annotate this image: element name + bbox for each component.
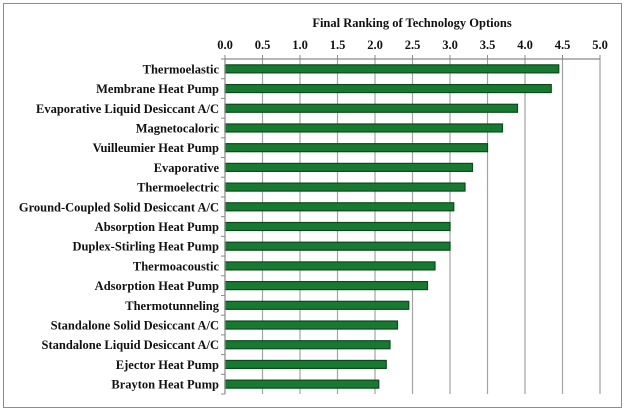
gridlines [261,59,601,394]
bar [224,83,552,94]
bar [224,221,451,232]
x-tick-label: 0.0 [217,38,233,52]
y-category-label: Thermoelectric [137,181,219,195]
y-category-label: Membrane Heat Pump [96,82,219,96]
x-tick-label: 4.5 [555,38,571,52]
bar [224,359,387,370]
y-category-label: Duplex-Stirling Heat Pump [72,240,219,254]
bar [224,379,380,389]
y-category-label: Evaporative [154,161,220,175]
x-tick-label: 3.0 [442,38,458,52]
bar [224,103,519,113]
bars [224,64,560,389]
bar [224,202,455,212]
y-category-label: Standalone Solid Desiccant A/C [51,319,219,333]
x-tick-label: 1.0 [292,38,308,52]
bar [224,261,436,271]
axes [221,58,600,395]
x-tick-label: 3.5 [480,38,496,52]
chart-title: Final Ranking of Technology Options [312,16,512,30]
bar [224,182,466,192]
bar [224,281,429,291]
x-tick-label: 4.0 [517,38,533,52]
x-tick-label: 2.5 [405,38,421,52]
y-category-label: Standalone Liquid Desiccant A/C [42,338,219,352]
y-category-label: Thermoelastic [143,62,220,76]
x-axis-ticks: 0.0 0.5 1.0 1.5 2.0 2.5 3.0 3.5 4.0 4.5 5.0 [217,38,608,59]
x-tick-label: 0.5 [255,38,271,52]
bar [224,64,560,74]
y-category-label: Ground-Coupled Solid Desiccant A/C [19,200,219,214]
y-category-label: Thermotunneling [125,299,220,313]
bar [224,300,410,310]
bar [224,123,504,133]
y-category-label: Vuilleumier Heat Pump [93,141,219,155]
y-axis-labels: Thermoelastic Membrane Heat Pump Evaporati… [19,62,220,391]
y-category-label: Adsorption Heat Pump [95,279,219,293]
x-tick-label: 2.0 [367,38,383,52]
bar [224,320,399,330]
y-category-label: Thermoacoustic [133,259,220,273]
x-tick-label: 1.5 [330,38,346,52]
y-category-label: Magnetocaloric [136,121,220,135]
y-category-label: Brayton Heat Pump [111,378,219,392]
y-category-label: Absorption Heat Pump [95,220,219,234]
bar [224,241,451,251]
x-tick-label: 5.0 [592,38,608,52]
bar [224,340,391,350]
bar [224,143,489,153]
y-category-label: Ejector Heat Pump [116,358,219,372]
bar [224,162,474,172]
y-category-label: Evaporative Liquid Desiccant A/C [36,102,219,116]
